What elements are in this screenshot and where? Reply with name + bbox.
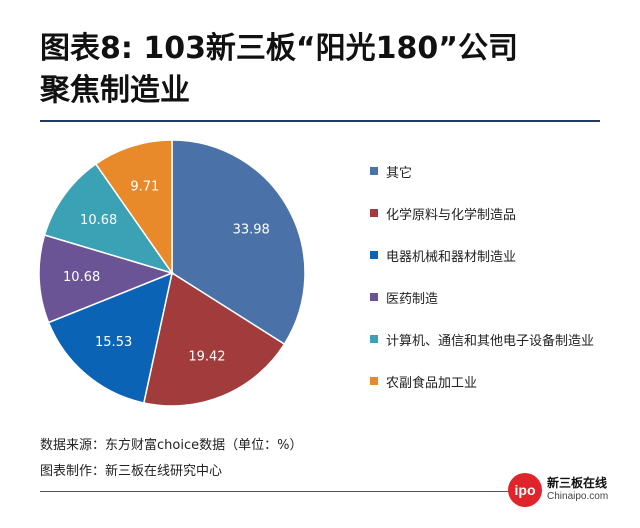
legend-label: 农副食品加工业 <box>386 376 478 391</box>
legend-swatch <box>370 335 378 343</box>
pie-slice-4 <box>38 234 175 324</box>
pie-slice-1 <box>171 139 306 346</box>
legend-item-4: 医药制造 <box>370 288 630 330</box>
pie-slice-3 <box>47 271 174 404</box>
legend-label: 电器机械和器材制造业 <box>386 250 517 265</box>
title-line-1: 图表8: 103新三板“阳光180”公司 <box>40 31 518 66</box>
logo-text: 新三板在线 Chinaipo.com <box>547 476 608 504</box>
pie-data-label-4: 10.68 <box>63 270 100 285</box>
pie-slice-5 <box>43 162 174 275</box>
footer-divider <box>40 491 510 492</box>
pie-data-label-3: 15.53 <box>95 335 132 350</box>
pie-data-label-5: 10.68 <box>80 213 117 228</box>
legend-label: 医药制造 <box>386 292 439 307</box>
legend-item-5: 计算机、通信和其他电子设备制造业 <box>370 330 630 372</box>
logo-badge: ipo <box>508 473 542 507</box>
legend-swatch <box>370 377 378 385</box>
legend-swatch <box>370 293 378 301</box>
pie-data-label-2: 19.42 <box>188 349 225 364</box>
pie-slice-6 <box>94 139 173 276</box>
title-line-2: 聚焦制造业 <box>40 73 190 108</box>
data-source-note: 数据来源：东方财富choice数据（单位：%） <box>40 438 303 453</box>
legend-swatch <box>370 209 378 217</box>
title-divider <box>40 120 600 122</box>
chart-title: 图表8: 103新三板“阳光180”公司 聚焦制造业 <box>40 28 518 112</box>
pie-slice-2 <box>142 271 286 407</box>
legend-item-6: 农副食品加工业 <box>370 372 630 414</box>
chart-legend: 其它化学原料与化学制造品 电器机械和器材制造业 医药制造计算机、通信和其他电子设备制… <box>370 162 630 414</box>
legend-item-2: 化学原料与化学制造品 <box>370 204 630 246</box>
pie-data-label-1: 33.98 <box>233 222 270 237</box>
chart-credit-note: 图表制作：新三板在线研究中心 <box>40 464 223 479</box>
legend-swatch <box>370 251 378 259</box>
pie-chart: 33.98 19.42 15.53 10.68 10.68 9.71 <box>38 139 306 407</box>
logo-url: Chinaipo.com <box>547 491 609 502</box>
pie-data-label-6: 9.71 <box>130 180 159 195</box>
legend-label: 化学原料与化学制造品 <box>386 208 517 223</box>
legend-label: 计算机、通信和其他电子设备制造业 <box>386 334 595 349</box>
brand-logo: ipo 新三板在线 Chinaipo.com <box>508 473 608 507</box>
legend-swatch <box>370 167 378 175</box>
legend-label: 其它 <box>386 166 413 181</box>
chart-footer: 数据来源：东方财富choice数据（单位：%） 图表制作：新三板在线研究中心 <box>40 433 302 485</box>
logo-name: 新三板在线 <box>547 476 608 490</box>
legend-item-3: 电器机械和器材制造业 <box>370 246 630 288</box>
legend-item-1: 其它 <box>370 162 630 204</box>
